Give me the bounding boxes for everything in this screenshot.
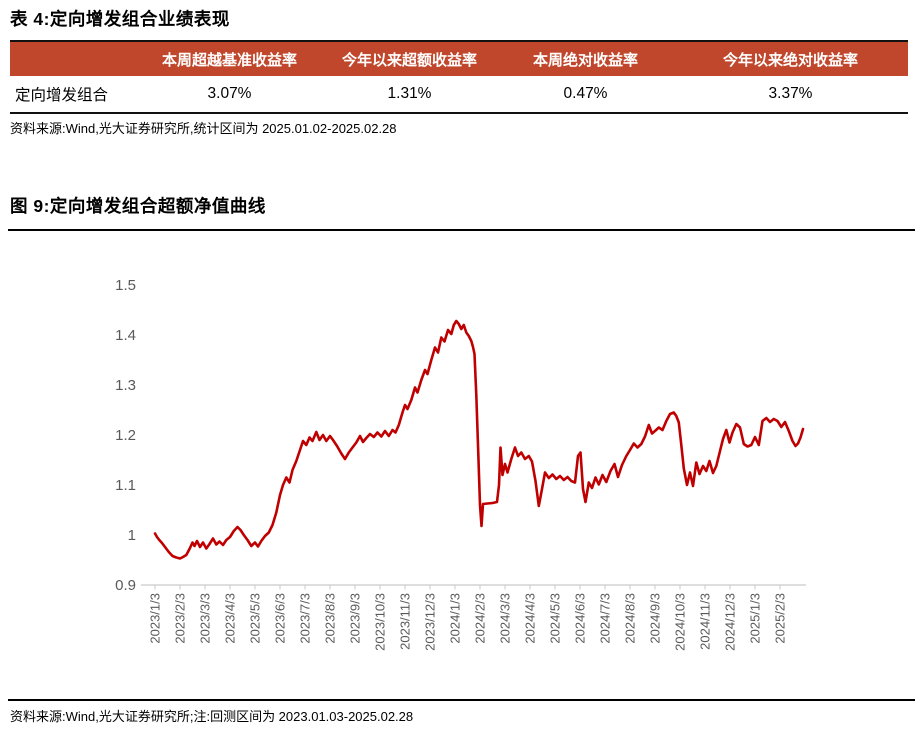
figure-title: 图 9:定向增发组合超额净值曲线 [10,196,266,216]
table-header-cell-ytd-absolute: 今年以来绝对收益率 [722,51,858,69]
x-axis-tick-label: 2023/5/3 [248,593,263,644]
figure-source-note: 资料来源:Wind,光大证券研究所;注:回测区间为 2023.01.03-202… [10,709,414,724]
bottom-rule [8,699,915,701]
cell-ytd-absolute: 3.37% [768,85,813,102]
x-axis-tick-label: 2025/1/3 [748,593,763,644]
table-row: 定向增发组合 3.07% 1.31% 0.47% 3.37% [10,76,908,112]
x-axis-tick-label: 2025/2/3 [773,593,788,644]
x-axis-tick-label: 2023/6/3 [273,593,288,644]
y-axis-tick-label: 1.5 [115,277,136,294]
x-axis-tick-label: 2023/4/3 [223,593,238,644]
x-axis-tick-label: 2023/2/3 [173,593,188,644]
x-axis-tick-label: 2024/5/3 [548,593,563,644]
x-axis-tick-label: 2023/12/3 [423,593,438,651]
x-axis-tick-label: 2023/1/3 [148,593,163,644]
figure-title-rule [8,229,915,231]
x-axis-tick-label: 2023/10/3 [373,593,388,651]
table-header-cell-week-absolute: 本周绝对收益率 [532,51,638,69]
x-axis-tick-label: 2024/4/3 [523,593,538,644]
table-title: 表 4:定向增发组合业绩表现 [10,9,230,29]
table-source-note: 资料来源:Wind,光大证券研究所,统计区间为 2025.01.02-2025.… [10,121,397,136]
cell-ytd-excess: 1.31% [387,85,432,102]
x-axis-tick-label: 2024/9/3 [648,593,663,644]
y-axis-tick-label: 1.3 [115,377,136,394]
x-axis-tick-label: 2024/7/3 [598,593,613,644]
performance-table: 本周超越基准收益率 今年以来超额收益率 本周绝对收益率 今年以来绝对收益率 定向… [10,40,908,114]
x-axis-tick-label: 2024/3/3 [498,593,513,644]
x-axis-tick-label: 2024/12/3 [723,593,738,651]
y-axis-tick-label: 1.2 [115,427,136,444]
x-axis-tick-label: 2024/6/3 [573,593,588,644]
excess-nav-line [153,319,805,560]
cell-week-excess-benchmark: 3.07% [207,85,252,102]
x-axis-tick-label: 2023/7/3 [298,593,313,644]
x-axis-tick-label: 2024/8/3 [623,593,638,644]
x-axis-tick-label: 2024/1/3 [448,593,463,644]
y-axis-tick-label: 1 [128,527,136,544]
y-axis-tick-label: 0.9 [115,577,136,594]
cell-week-absolute: 0.47% [563,85,608,102]
x-axis-tick-label: 2023/3/3 [198,593,213,644]
y-axis-tick-label: 1.1 [115,477,136,494]
x-axis-labels: 2023/1/3 2023/2/3 2023/3/3 2023/4/3 2023/5/3… [148,585,788,651]
table-header-row: 本周超越基准收益率 今年以来超额收益率 本周绝对收益率 今年以来绝对收益率 [10,42,908,76]
x-axis-tick-label: 2024/11/3 [698,593,713,650]
x-axis-tick-label: 2023/8/3 [323,593,338,644]
x-axis-tick-label: 2024/2/3 [473,593,488,644]
table-header-cell-ytd-excess: 今年以来超额收益率 [341,51,477,69]
x-axis-tick-label: 2024/10/3 [673,593,688,651]
row-label: 定向增发组合 [15,87,109,104]
y-axis-labels: 0.9 1 1.1 1.2 1.3 1.4 1.5 [115,277,136,594]
table-header-cell-week-excess-benchmark: 本周超越基准收益率 [161,51,297,69]
y-axis-tick-label: 1.4 [115,327,136,344]
x-axis-tick-label: 2023/11/3 [398,593,413,650]
x-axis-tick-label: 2023/9/3 [348,593,363,644]
